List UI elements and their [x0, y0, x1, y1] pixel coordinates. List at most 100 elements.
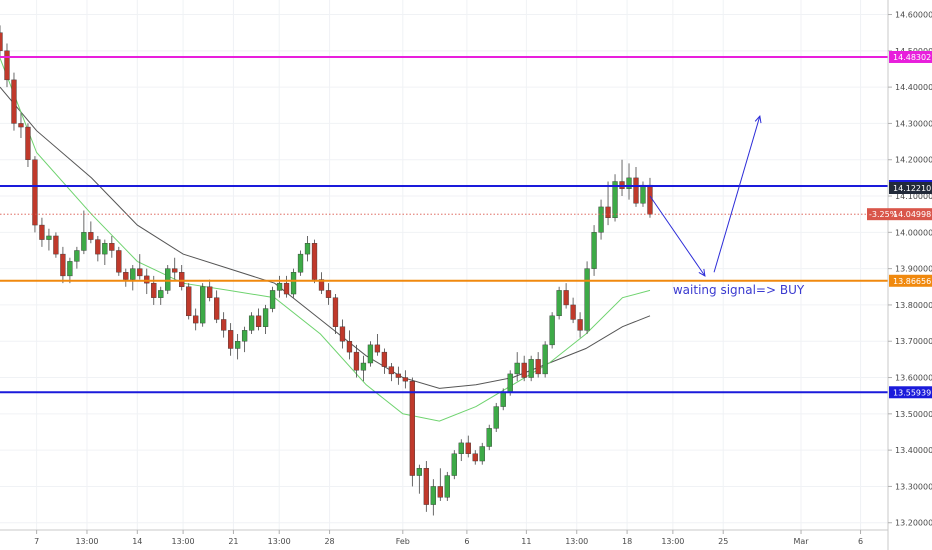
candle-body	[248, 315, 255, 331]
candle-body	[423, 468, 429, 505]
price-tags: 14.4830214.1276213.8665613.5593914.12210…	[867, 50, 932, 399]
candle-body	[102, 243, 108, 255]
level-tag-bg	[889, 274, 932, 287]
y-tick-label: 14.40000	[895, 83, 932, 92]
candle-body	[479, 446, 485, 462]
candle	[25, 123, 31, 167]
candle	[74, 246, 80, 269]
candle-body	[95, 239, 101, 255]
candle	[437, 468, 443, 501]
y-tick-label: 13.90000	[895, 265, 932, 274]
candle	[521, 355, 527, 382]
level-tag-bg	[889, 386, 932, 399]
candle-body	[388, 366, 395, 375]
candle	[612, 174, 618, 222]
candle	[598, 199, 604, 240]
candle-body	[332, 297, 339, 327]
candle	[241, 326, 248, 353]
candle-body	[626, 177, 632, 189]
x-tick-label: 13:00	[565, 537, 588, 546]
candle-body	[444, 475, 450, 498]
candle-body	[11, 79, 17, 124]
candle-body	[311, 243, 318, 280]
candle	[130, 265, 136, 291]
candle-body	[200, 286, 206, 324]
candle	[381, 348, 388, 374]
candle-body	[227, 330, 234, 349]
candle-body	[193, 315, 199, 324]
candle	[528, 355, 534, 382]
candle	[109, 235, 115, 258]
close-tag-label: 14.12210	[893, 184, 931, 193]
arrow	[649, 195, 706, 277]
candle	[542, 341, 548, 378]
candle	[165, 265, 171, 295]
candle-body	[647, 184, 653, 215]
change-badge: -3.25%	[867, 208, 898, 221]
candle-body	[486, 428, 492, 447]
candle	[186, 283, 192, 320]
candle-body	[458, 442, 464, 454]
candle-body	[605, 206, 611, 219]
candle	[395, 366, 402, 385]
candle-body	[318, 279, 325, 291]
x-tick-label: 13:00	[172, 537, 195, 546]
candle	[221, 312, 227, 338]
candle-body	[493, 406, 499, 429]
candle-body	[81, 232, 87, 251]
y-tick-label: 13.30000	[895, 482, 932, 491]
candle-body	[472, 453, 478, 462]
candle-body	[353, 351, 360, 371]
candle-body	[304, 243, 311, 255]
y-tick-label: 14.00000	[895, 228, 932, 237]
candle-body	[563, 290, 569, 306]
candle	[262, 304, 269, 334]
y-tick-label: 13.50000	[895, 410, 932, 419]
candle	[179, 265, 185, 291]
candle-body	[437, 486, 443, 498]
arrow-head	[698, 268, 706, 277]
candle-body	[214, 297, 220, 320]
candle	[283, 275, 290, 298]
candle-body	[416, 468, 422, 476]
time-axis[interactable]: 7 13:00 14 13:00 21 13:00 28 Feb 6 11 13:00 18 13:00…	[0, 529, 888, 546]
level-tag-bg	[889, 50, 932, 63]
y-tick-label: 13.40000	[895, 446, 932, 455]
last-price-tag-label: 14.04998	[893, 210, 931, 219]
candle	[374, 333, 381, 356]
candle	[53, 232, 59, 258]
candle	[67, 257, 73, 284]
candle-body	[46, 235, 52, 240]
candle-body	[137, 268, 143, 277]
close-tag-bg	[889, 182, 932, 195]
candle	[269, 286, 276, 313]
candle	[472, 450, 478, 465]
candle-body	[521, 362, 527, 378]
candle	[416, 464, 422, 494]
x-tick-label: 13:00	[75, 537, 98, 546]
candle	[346, 330, 353, 360]
candle-body	[158, 290, 164, 298]
candle-body	[570, 304, 576, 320]
candle-body	[451, 453, 457, 476]
candle	[81, 210, 87, 255]
ma-slow-line	[0, 86, 651, 389]
candle	[158, 286, 164, 305]
candle	[39, 217, 45, 247]
candle-body	[18, 123, 24, 128]
candle	[535, 352, 541, 378]
x-tick-label: 25	[718, 537, 728, 546]
candle	[367, 341, 374, 367]
candle	[311, 239, 318, 284]
candle	[577, 312, 583, 338]
candle	[626, 163, 632, 200]
candle	[486, 424, 492, 451]
candle-body	[577, 319, 583, 331]
candle	[430, 479, 436, 516]
candle	[276, 275, 283, 298]
candle	[32, 156, 38, 233]
drawings: waiting signal=> BUY	[649, 115, 805, 297]
candle-body	[346, 341, 353, 353]
candle	[200, 283, 206, 327]
